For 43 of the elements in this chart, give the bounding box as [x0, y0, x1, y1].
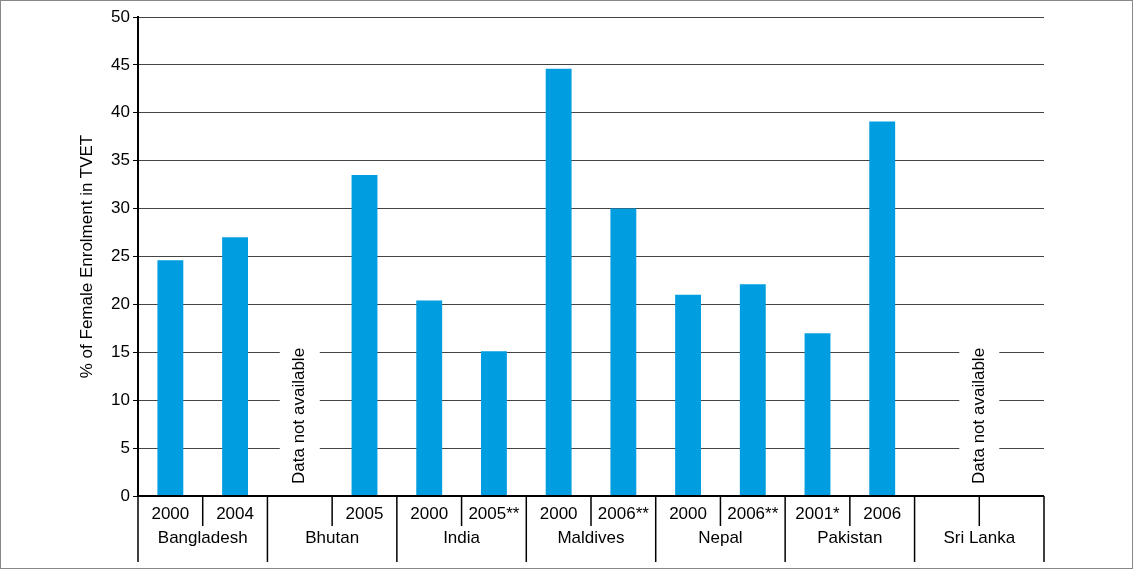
- y-axis-title: % of Female Enrolment in TVET: [76, 134, 96, 379]
- bar: [157, 260, 184, 496]
- text: Bhutan: [305, 527, 360, 547]
- x-tick-label: 2005: [345, 503, 384, 523]
- x-tick-label: 2005**: [468, 503, 520, 523]
- text: Sri Lanka: [943, 527, 1016, 547]
- bar: [480, 351, 507, 496]
- y-tick-label: 25: [111, 246, 130, 266]
- bar: [804, 333, 831, 496]
- x-tick-label: 2000: [669, 503, 707, 523]
- x-tick-label: 2006**: [727, 503, 779, 523]
- y-tick-label: 20: [111, 294, 130, 314]
- bar: [739, 284, 766, 496]
- y-tick-label: 5: [120, 437, 130, 457]
- bar: [351, 175, 378, 496]
- y-tick-label: 10: [111, 389, 130, 409]
- text: India: [443, 527, 481, 547]
- text: Maldives: [557, 527, 625, 547]
- y-tick-label: 0: [120, 485, 130, 505]
- y-tick-label: 15: [111, 341, 130, 361]
- text: Pakistan: [817, 527, 883, 547]
- x-tick-label: 2001*: [795, 503, 841, 523]
- x-tick-label: 2000: [410, 503, 449, 523]
- y-tick-label: 45: [111, 54, 130, 74]
- x-tick-label: 2000: [151, 503, 190, 523]
- x-tick-label: 2000: [539, 503, 578, 523]
- bar: [869, 121, 896, 496]
- x-tick-label: 2004: [216, 503, 254, 523]
- annotation: Data not available: [968, 347, 988, 484]
- text: Bangladesh: [157, 527, 248, 547]
- y-tick-label: 30: [111, 198, 130, 218]
- bar: [610, 208, 637, 496]
- annotation: Data not available: [289, 347, 309, 484]
- y-tick-label: 40: [111, 102, 130, 122]
- y-tick-label: 35: [111, 150, 130, 170]
- x-tick-label: 2006: [863, 503, 902, 523]
- x-tick-label: 2006**: [597, 503, 650, 523]
- bar: [416, 300, 443, 496]
- text: Nepal: [698, 527, 743, 547]
- bar: [545, 68, 572, 496]
- bar: [222, 237, 249, 496]
- y-tick-label: 50: [111, 6, 130, 26]
- bar: [675, 294, 702, 496]
